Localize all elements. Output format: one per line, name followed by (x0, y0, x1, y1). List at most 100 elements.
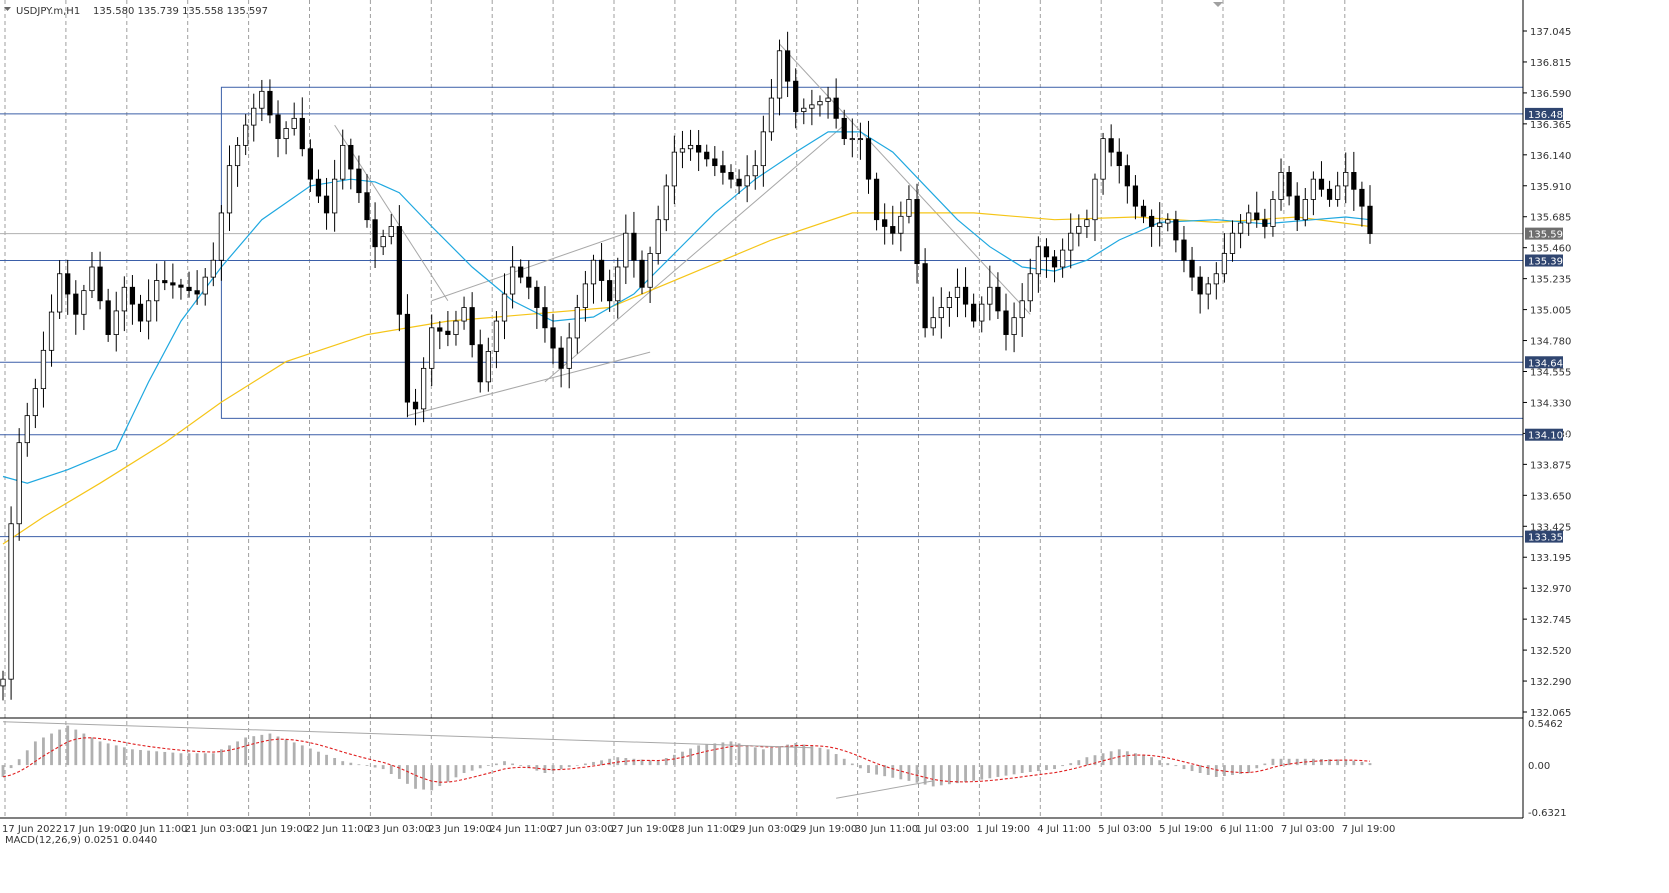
macd-histogram-bar (341, 761, 345, 766)
candle-bull (647, 253, 653, 288)
macd-histogram-bar (9, 765, 13, 769)
macd-histogram-bar (988, 765, 992, 779)
candle-bear (1132, 185, 1139, 207)
macd-histogram-bar (705, 744, 709, 766)
macd-histogram-bar (972, 765, 976, 781)
macd-histogram-bar (1190, 765, 1194, 772)
candle-bull (825, 97, 831, 102)
macd-histogram-bar (859, 765, 862, 769)
macd-histogram-bar (131, 749, 134, 766)
trendline (407, 351, 651, 417)
macd-histogram-bar (1093, 755, 1097, 766)
macd-histogram-bar (947, 765, 951, 785)
macd-histogram-bar (1287, 758, 1291, 766)
price-tick-label: 132.290 (1530, 677, 1571, 688)
macd-histogram-bar (349, 762, 353, 766)
candle-bear (445, 330, 451, 335)
macd-histogram-bar (1101, 753, 1105, 766)
candle-bull (623, 232, 629, 268)
candle-bear (396, 226, 402, 315)
candle-bear (873, 178, 880, 221)
macd-histogram-bar (333, 758, 337, 766)
macd-histogram-bar (713, 743, 717, 766)
candle-bear (1003, 310, 1009, 335)
candles-layer (0, 31, 1373, 701)
time-tick-label: 21 Jun 19:00 (246, 824, 310, 835)
macd-histogram-bar (802, 744, 806, 766)
time-tick-label: 29 Jun 03:00 (733, 824, 797, 835)
macd-histogram-bar (737, 743, 741, 766)
candle-bear (315, 178, 322, 197)
candle-bear (1173, 219, 1179, 241)
macd-histogram-bar (867, 765, 870, 774)
candle-bull (89, 266, 95, 292)
price-tick-label: 132.065 (1530, 708, 1571, 719)
candle-bear (607, 280, 613, 302)
level-price-tag-label: 134.645 (1528, 358, 1569, 369)
candle-bear (194, 290, 200, 295)
candle-bull (283, 128, 289, 140)
candle-bull (1237, 222, 1244, 234)
candle-bear (299, 117, 305, 150)
macd-histogram-bar (1352, 760, 1356, 766)
candle-bull (56, 273, 63, 313)
time-tick-label: 6 Jul 11:00 (1220, 824, 1274, 835)
macd-histogram-bar (931, 765, 935, 787)
price-tick-label: 132.520 (1530, 646, 1571, 657)
macd-histogram-bar (875, 765, 878, 775)
macd-histogram-bar (74, 729, 78, 766)
price-tick-label: 136.140 (1530, 151, 1571, 162)
time-tick-label: 7 Jul 03:00 (1281, 824, 1335, 835)
candle-bear (307, 148, 313, 180)
macd-histogram-bar (357, 764, 361, 766)
candle-bull (679, 148, 686, 153)
macd-histogram-bar (1012, 765, 1016, 775)
candle-bull (210, 259, 216, 278)
candle-bull (615, 266, 621, 302)
macd-histogram-bar (753, 747, 757, 766)
macd-histogram-bar (648, 760, 652, 766)
macd-histogram-bar (1004, 765, 1008, 776)
candle-bear (720, 165, 726, 173)
candle-bull (1035, 246, 1041, 275)
macd-trendline (2, 721, 812, 749)
candle-bull (113, 310, 119, 335)
candle-bear (1148, 215, 1155, 227)
macd-histogram-bar (826, 749, 830, 766)
macd-histogram-bar (697, 745, 701, 766)
candle-bear (542, 307, 548, 329)
macd-histogram-bar (527, 765, 531, 769)
macd-histogram-bar (915, 765, 919, 783)
candle-bear (170, 282, 176, 286)
macd-histogram-bar (761, 749, 765, 766)
candle-bull (1343, 172, 1349, 187)
candle-bear (914, 199, 920, 265)
candle-bear (275, 114, 281, 140)
macd-histogram-bar (1263, 763, 1267, 766)
macd-histogram-bar (122, 747, 126, 766)
candle-bear (784, 50, 791, 82)
level-price-tag-label: 135.398 (1528, 257, 1569, 268)
time-tick-label: 20 Jun 11:00 (124, 824, 188, 835)
macd-histogram-bar (1142, 755, 1145, 766)
chart-menu-icon[interactable] (4, 7, 11, 11)
candle-bull (202, 276, 208, 295)
candle-bull (154, 280, 160, 302)
candle-bull (906, 199, 912, 217)
candle-bull (1092, 178, 1098, 221)
candle-bear (404, 313, 411, 403)
time-tick-label: 24 Jun 11:00 (489, 824, 553, 835)
macd-histogram-bar (373, 765, 377, 768)
candle-bull (40, 349, 47, 390)
candle-bear (1051, 256, 1058, 268)
candle-bull (938, 307, 944, 319)
candle-bear (477, 344, 483, 383)
price-tick-label: 134.780 (1530, 337, 1571, 348)
ohlc-readout: 135.580 135.739 135.558 135.597 (93, 6, 268, 17)
candle-bull (0, 678, 6, 687)
candle-bull (453, 320, 459, 335)
candle-bull (218, 212, 225, 261)
macd-histogram-bar (608, 758, 612, 766)
candle-bull (776, 50, 783, 99)
